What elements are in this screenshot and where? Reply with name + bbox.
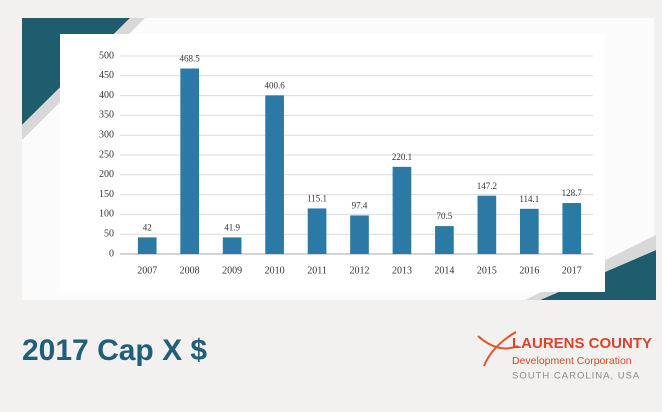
x-tick-label: 2016 [519,265,539,276]
value-label: 400.6 [264,80,285,90]
value-label: 115.1 [307,193,327,203]
x-tick-label: 2011 [307,265,327,276]
bar [180,68,200,254]
value-label: 220.1 [392,152,412,162]
value-label: 70.5 [437,211,453,221]
bar [307,208,327,254]
bar [265,95,284,254]
bar [519,208,539,254]
y-tick-label: 150 [99,189,114,200]
logo-name: LAURENS COUNTY [512,335,652,352]
logo-mark [477,331,519,367]
value-label: 41.9 [224,222,240,232]
value-label: 128.7 [562,188,583,198]
x-tick-label: 2013 [392,265,412,276]
logo-subtitle: Development Corporation [512,355,632,367]
x-tick-label: 2009 [222,265,242,276]
bar [392,166,412,254]
bar [562,203,582,254]
x-tick-label: 2012 [350,265,370,276]
x-tick-label: 2007 [137,265,157,276]
x-tick-label: 2015 [477,265,497,276]
value-label: 42 [143,222,152,232]
y-tick-label: 50 [104,228,114,239]
y-tick-label: 450 [99,70,114,81]
value-label: 97.4 [352,200,368,210]
bar [350,215,369,254]
value-label: 468.5 [180,54,201,64]
y-tick-label: 200 [99,169,114,180]
value-label: 147.2 [477,181,497,191]
y-tick-label: 350 [99,110,114,121]
x-tick-label: 2008 [180,265,200,276]
y-tick-label: 100 [99,209,114,220]
y-tick-label: 400 [99,90,114,101]
x-tick-label: 2010 [265,265,285,276]
x-tick-label: 2014 [434,265,454,276]
bar [137,237,157,254]
y-tick-label: 250 [99,149,114,160]
y-tick-label: 500 [99,50,114,61]
bar [435,226,454,254]
y-tick-label: 0 [109,248,114,259]
x-tick-label: 2017 [562,265,582,276]
y-tick-label: 300 [99,129,114,140]
value-label: 114.1 [519,194,539,204]
bar [477,195,497,254]
slide-title: 2017 Cap X $ [22,334,207,367]
logo-location: SOUTH CAROLINA, USA [512,371,640,382]
bar [222,237,242,254]
